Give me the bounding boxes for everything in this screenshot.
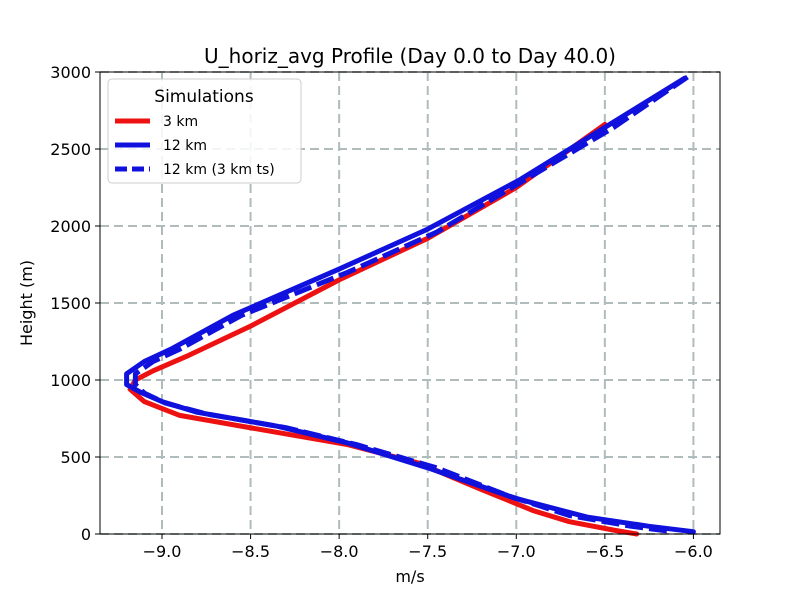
legend: Simulations 3 km 12 km 12 km (3 km ts) <box>107 78 302 184</box>
legend-box <box>107 78 302 184</box>
x-tick-label: −7.5 <box>408 542 447 561</box>
y-axis-title: Height (m) <box>17 260 36 346</box>
y-tick-label: 2500 <box>50 140 91 159</box>
series-line-3-km <box>127 121 640 537</box>
y-tick-label: 0 <box>81 525 91 544</box>
y-tick-label: 500 <box>60 448 91 467</box>
axis-ticks: −9.0 −8.5 −8.0 −7.5 −7.0 −6.5 −6.0 0 500 1000 1500… <box>50 63 713 561</box>
series-line-12-km-3-km-ts <box>132 74 690 534</box>
legend-label: 3 km <box>163 114 198 130</box>
x-tick-label: −6.0 <box>674 542 713 561</box>
y-tick-label: 1500 <box>50 294 91 313</box>
y-tick-label: 2000 <box>50 217 91 236</box>
chart-title: U_horiz_avg Profile (Day 0.0 to Day 40.0… <box>204 44 616 68</box>
x-tick-label: −7.0 <box>497 542 536 561</box>
x-tick-label: −8.0 <box>320 542 359 561</box>
legend-label: 12 km (3 km ts) <box>163 162 275 178</box>
x-tick-label: −9.0 <box>143 542 182 561</box>
series-lines <box>124 74 696 537</box>
x-tick-label: −8.5 <box>231 542 270 561</box>
y-tick-label: 3000 <box>50 63 91 82</box>
legend-title: Simulations <box>154 87 254 107</box>
legend-label: 12 km <box>163 138 207 154</box>
legend-entries: 3 km 12 km 12 km (3 km ts) <box>115 114 275 178</box>
y-tick-label: 1000 <box>50 371 91 390</box>
x-axis-title: m/s <box>395 567 424 586</box>
x-tick-label: −6.5 <box>585 542 624 561</box>
